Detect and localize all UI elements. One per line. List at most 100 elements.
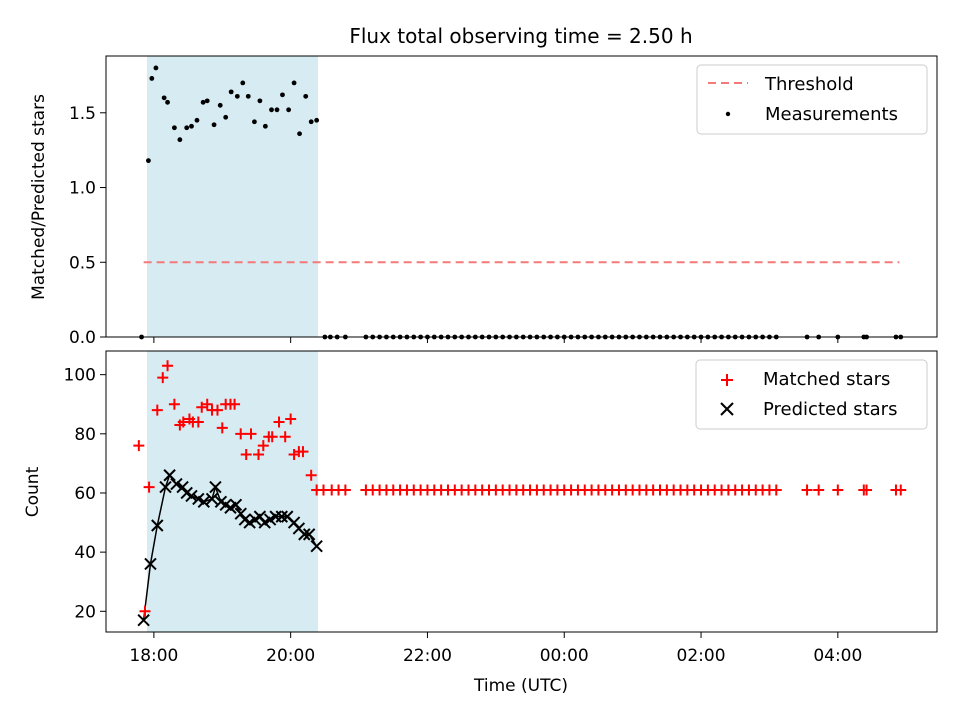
ratio-panel: Flux total observing time = 2.50 h 0.0 0.… <box>29 24 938 348</box>
bottom-xtick-label: 02:00 <box>677 646 726 666</box>
matched-star-marker <box>201 398 213 410</box>
matched-star-marker <box>235 428 247 440</box>
matched-star-marker <box>157 372 169 384</box>
predicted-star-marker <box>185 489 198 503</box>
predicted-star-marker <box>144 557 157 571</box>
matched-star-marker <box>143 481 155 493</box>
predicted-star-marker <box>151 519 164 532</box>
measurement-point <box>308 119 314 125</box>
bottom-legend: Matched stars Predicted stars <box>695 359 928 430</box>
measurement-point <box>262 123 268 129</box>
measurement-point <box>252 119 257 125</box>
measurement-point <box>240 80 246 86</box>
measurement-point <box>234 93 240 99</box>
measurement-point <box>184 125 190 131</box>
bottom-ytick-label: 40 <box>74 543 96 563</box>
matched-star-marker <box>162 360 174 372</box>
bottom-ytick-label: 100 <box>64 366 96 386</box>
matched-star-marker <box>285 413 297 425</box>
matched-stars-points <box>133 360 907 617</box>
count-panel: 20 40 60 80 100 18:00 20:00 22:00 00:00 02:00 04:0… <box>23 350 938 696</box>
measurement-point <box>171 125 177 131</box>
predicted-star-marker <box>229 498 243 512</box>
matched-star-marker <box>229 398 241 410</box>
measurement-point <box>223 114 229 120</box>
bottom-xtick-label: 18:00 <box>129 646 178 666</box>
bottom-xtick-label: 00:00 <box>540 646 589 666</box>
matched-star-marker <box>168 398 180 410</box>
bottom-xtick-label: 04:00 <box>813 646 862 666</box>
measurement-point <box>217 102 223 108</box>
bottom-ytick-label: 80 <box>74 425 96 445</box>
top-ytick-label: 0.0 <box>69 328 96 348</box>
measurement-point <box>297 131 302 137</box>
observing-span <box>147 351 319 632</box>
measurement-point <box>194 117 200 123</box>
top-ytick-label: 1.5 <box>69 104 96 124</box>
top-plot-frame <box>105 55 938 338</box>
matched-star-marker <box>240 449 252 461</box>
bottom-axis-ticks: 20 40 60 80 100 18:00 20:00 22:00 00:00 02:00 04:0… <box>64 366 863 666</box>
measurement-point <box>200 99 206 105</box>
matched-star-marker <box>192 416 204 428</box>
predicted-legend-swatch <box>720 402 734 416</box>
measurement-point <box>245 93 251 99</box>
bottom-xtick-label: 22:00 <box>403 646 452 666</box>
measurement-point <box>303 93 309 99</box>
matched-star-marker <box>177 416 189 428</box>
measurement-point <box>165 99 170 105</box>
matched-star-marker <box>297 446 309 458</box>
bottom-ytick-label: 20 <box>74 602 96 622</box>
matched-star-marker <box>861 484 873 496</box>
matched-star-marker <box>273 416 285 428</box>
predicted-legend-label: Predicted stars <box>763 399 897 420</box>
top-legend-box <box>696 64 928 135</box>
measurements-legend-swatch <box>725 111 731 117</box>
measurements-legend-label: Measurements <box>765 104 898 125</box>
matched-star-marker <box>895 484 907 496</box>
predicted-star-marker <box>197 495 211 509</box>
measurement-point <box>257 98 263 104</box>
threshold-legend-label: Threshold <box>764 74 854 95</box>
measurement-point <box>149 76 155 81</box>
predicted-stars-points <box>137 469 323 627</box>
predicted-star-marker <box>159 480 172 494</box>
predicted-star-marker <box>205 492 219 506</box>
measurement-point <box>146 158 151 164</box>
predicted-star-marker <box>209 480 222 494</box>
bottom-ytick-label: 60 <box>74 484 96 504</box>
measurement-point <box>286 107 292 113</box>
matched-star-marker <box>133 440 145 452</box>
matched-legend-swatch <box>721 374 733 386</box>
matched-legend-label: Matched stars <box>763 369 890 390</box>
top-ytick-label: 1.0 <box>69 179 96 199</box>
bottom-xlabel: Time (UTC) <box>473 676 568 696</box>
matched-star-marker <box>253 449 265 461</box>
bottom-ylabel: Count <box>23 466 43 517</box>
measurement-point <box>204 98 210 104</box>
measurement-point <box>274 107 280 113</box>
bottom-xtick-label: 20:00 <box>266 646 315 666</box>
bottom-legend-box <box>695 359 928 430</box>
measurement-point <box>177 137 183 143</box>
matched-star-marker <box>139 605 151 617</box>
measurement-point <box>291 80 297 86</box>
top-legend: Threshold Measurements <box>696 64 928 135</box>
matched-star-marker <box>266 431 278 443</box>
measurement-point <box>153 65 159 71</box>
predicted-star-marker <box>298 528 311 541</box>
matched-star-marker <box>813 484 825 496</box>
matched-star-marker <box>245 428 257 440</box>
measurement-point <box>269 107 274 113</box>
measurement-point <box>211 122 217 128</box>
matched-star-marker <box>279 431 291 443</box>
measurement-point <box>161 95 167 101</box>
matched-star-marker <box>151 404 163 416</box>
matched-star-marker <box>339 484 351 496</box>
predicted-star-marker <box>170 477 183 491</box>
predicted-star-marker <box>137 613 150 627</box>
measurement-point <box>280 92 285 98</box>
matched-star-marker <box>257 440 269 452</box>
chart-title: Flux total observing time = 2.50 h <box>349 24 692 48</box>
